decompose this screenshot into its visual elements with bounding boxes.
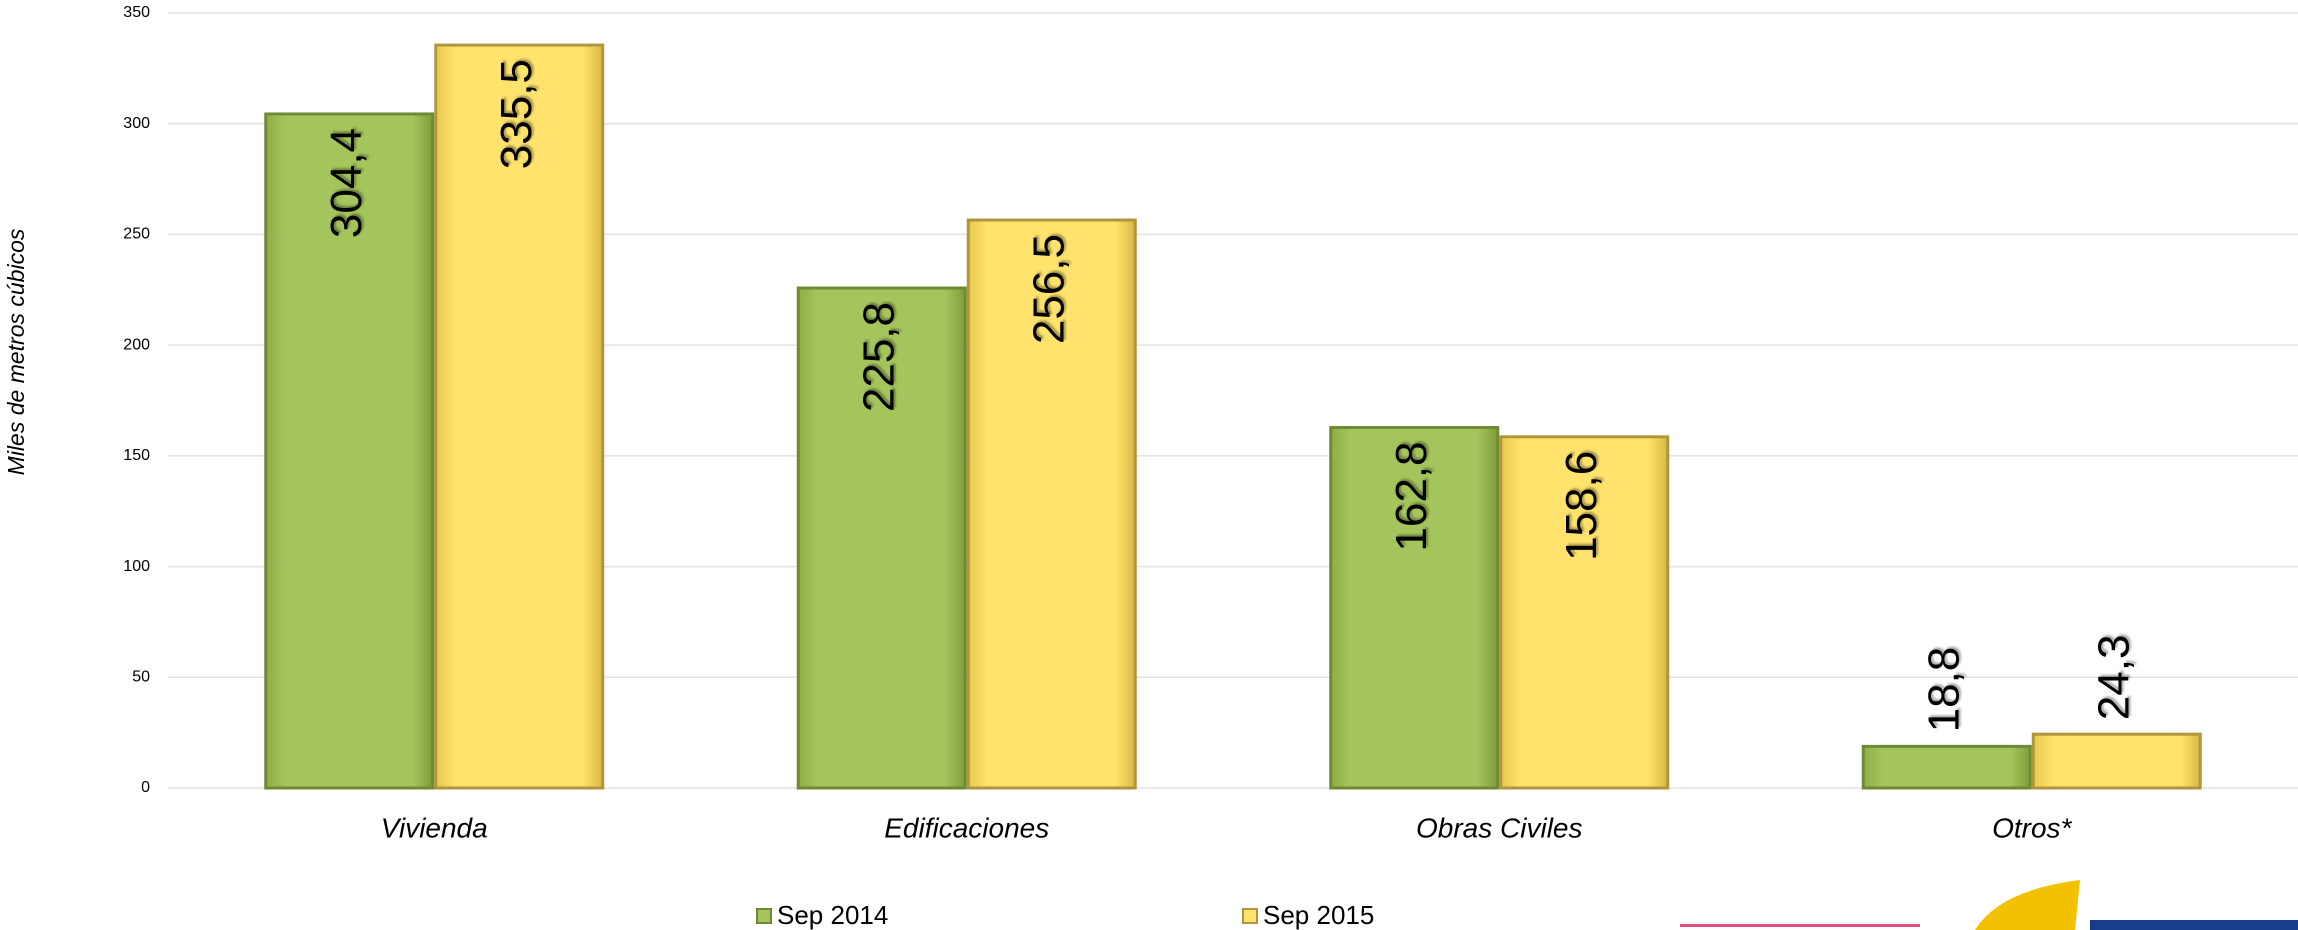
legend-label: Sep 2015 bbox=[1263, 900, 1374, 930]
bar bbox=[2031, 732, 2202, 790]
data-label: 335,5 bbox=[492, 59, 541, 169]
data-label: 304,4 bbox=[322, 128, 371, 238]
bar bbox=[1861, 744, 2032, 790]
data-label: 24,3 bbox=[2089, 635, 2138, 721]
legend-label: Sep 2014 bbox=[777, 900, 888, 930]
y-tick-label: 150 bbox=[123, 447, 150, 464]
y-tick-label: 100 bbox=[123, 558, 150, 575]
data-label: 256,5 bbox=[1024, 234, 1073, 344]
bar bbox=[434, 43, 605, 790]
y-tick-label: 300 bbox=[123, 115, 150, 132]
x-tick-label: Vivienda bbox=[381, 812, 488, 843]
x-tick-label: Obras Civiles bbox=[1416, 812, 1582, 843]
bar bbox=[264, 112, 435, 790]
bar bbox=[796, 286, 967, 790]
data-label: 18,8 bbox=[1919, 647, 1968, 733]
legend-swatch bbox=[756, 908, 772, 924]
bar bbox=[1499, 435, 1670, 790]
data-label: 225,8 bbox=[854, 302, 903, 412]
y-axis-label: Miles de metros cúbicos bbox=[3, 228, 29, 475]
logo bbox=[1680, 880, 2298, 930]
y-tick-label: 200 bbox=[123, 336, 150, 353]
bar bbox=[966, 218, 1137, 790]
y-tick-label: 350 bbox=[123, 4, 150, 21]
bar bbox=[1329, 426, 1500, 790]
y-tick-label: 250 bbox=[123, 226, 150, 243]
x-tick-label: Edificaciones bbox=[884, 812, 1049, 843]
legend-swatch bbox=[1242, 908, 1258, 924]
data-label: 158,6 bbox=[1557, 451, 1606, 561]
y-tick-label: 0 bbox=[141, 779, 150, 796]
y-tick-label: 50 bbox=[132, 669, 150, 686]
data-label: 162,8 bbox=[1387, 442, 1436, 552]
x-tick-label: Otros* bbox=[1992, 812, 2072, 843]
